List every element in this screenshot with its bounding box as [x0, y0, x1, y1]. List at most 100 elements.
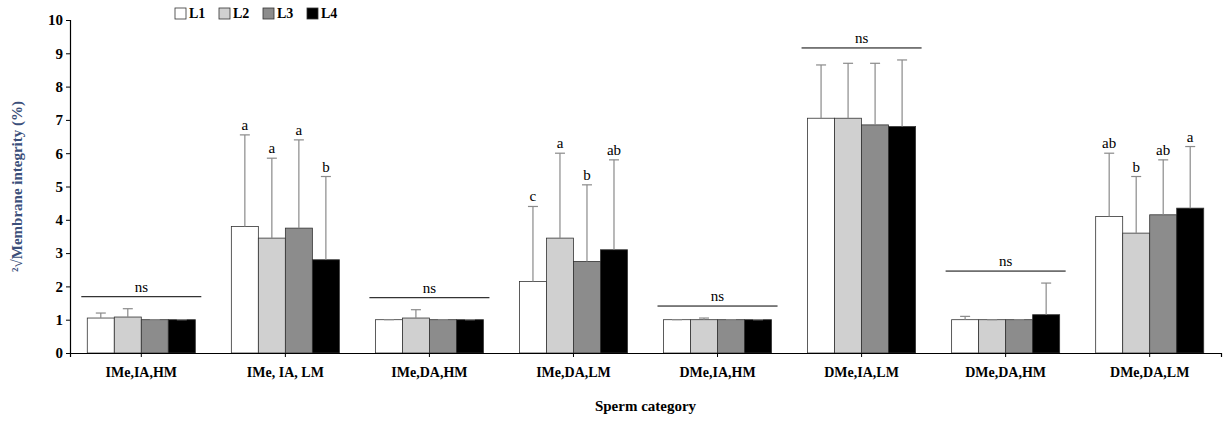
tick-label: 6	[56, 146, 64, 162]
error-line	[325, 177, 326, 260]
tick-label: 2	[56, 279, 64, 295]
tick: 2	[56, 279, 71, 295]
bar	[312, 260, 339, 353]
bar	[141, 320, 168, 353]
tick-label: 5	[56, 179, 64, 195]
error-bar	[150, 319, 160, 320]
error-bar	[96, 313, 106, 318]
significance-letter: ab	[607, 142, 621, 158]
error-line	[820, 65, 821, 118]
error-cap	[96, 312, 106, 313]
legend-item: L3	[263, 6, 293, 21]
error-cap	[528, 206, 538, 207]
ns-line	[81, 296, 201, 297]
tick-label: 9	[56, 46, 64, 62]
error-bar	[555, 153, 565, 238]
bar	[546, 238, 573, 353]
bar	[835, 118, 862, 353]
error-line	[1136, 177, 1137, 234]
error-line	[127, 309, 128, 317]
tick-mark	[66, 320, 70, 321]
legend-swatch	[219, 8, 230, 19]
error-bar	[438, 319, 448, 320]
tick: 3	[56, 245, 71, 261]
error-bar	[987, 319, 997, 320]
error-line	[1109, 153, 1110, 216]
tick-mark	[66, 353, 70, 354]
x-axis-title: Sperm category	[595, 398, 697, 414]
bar	[745, 320, 772, 353]
error-cap	[987, 319, 997, 320]
error-cap	[321, 176, 331, 177]
series	[141, 63, 1176, 353]
error-bar	[177, 319, 187, 320]
bar	[573, 261, 600, 353]
error-cap	[1041, 282, 1051, 283]
axis-line	[71, 354, 1222, 358]
error-line	[901, 60, 902, 127]
error-cap	[960, 316, 970, 317]
bar	[114, 317, 141, 353]
tick: 5	[56, 179, 71, 195]
error-cap	[438, 319, 448, 320]
error-line	[1163, 160, 1164, 215]
legend-label: L2	[233, 6, 249, 21]
bar	[808, 118, 835, 353]
error-bar	[1185, 147, 1195, 209]
error-bar	[1014, 319, 1024, 320]
bar	[1150, 215, 1177, 353]
significance-letter: a	[557, 135, 564, 151]
bar	[862, 125, 889, 353]
series	[168, 60, 1203, 353]
legend-label: L4	[321, 6, 337, 21]
tick-label: IMe,DA,HM	[391, 365, 467, 380]
error-cap	[150, 319, 160, 320]
error-cap	[123, 308, 133, 309]
y-axis: 012345678910	[48, 12, 71, 361]
error-bar	[726, 319, 736, 320]
series	[114, 63, 1149, 353]
error-cap	[1131, 176, 1141, 177]
bar	[456, 320, 483, 353]
error-bar	[384, 319, 394, 320]
ns-label: ns	[855, 30, 869, 46]
tick-mark	[66, 286, 70, 287]
tick-label: 0	[56, 345, 64, 361]
bar	[375, 320, 402, 353]
error-line	[613, 160, 614, 250]
legend-swatch	[263, 8, 274, 19]
tick-mark	[66, 120, 70, 121]
error-bar	[870, 63, 880, 125]
error-cap	[726, 319, 736, 320]
error-line	[1190, 147, 1191, 209]
tick-label: 3	[56, 245, 64, 261]
error-bar	[1131, 177, 1141, 234]
tick: DMe,IA,HM	[679, 353, 755, 380]
error-cap	[294, 139, 304, 140]
tick-mark	[66, 153, 70, 154]
bar	[600, 250, 627, 353]
error-line	[298, 140, 299, 228]
error-bar	[699, 318, 709, 320]
tick-mark	[66, 87, 70, 88]
bar	[1006, 320, 1033, 353]
error-bar	[465, 319, 475, 320]
tick: 4	[56, 212, 71, 228]
tick: DMe,IA,LM	[824, 353, 899, 380]
error-cap	[177, 319, 187, 320]
error-cap	[753, 319, 763, 320]
tick: 7	[56, 112, 71, 128]
error-bar	[1041, 283, 1051, 315]
error-line	[532, 206, 533, 281]
error-bar	[1158, 160, 1168, 215]
error-cap	[843, 63, 853, 64]
legend-swatch	[307, 8, 318, 19]
error-line	[847, 63, 848, 118]
error-line	[100, 313, 101, 318]
error-cap	[897, 59, 907, 60]
error-bar	[1104, 153, 1114, 216]
bar	[519, 281, 546, 353]
legend-label: L1	[189, 6, 205, 21]
series	[87, 65, 1122, 353]
error-line	[586, 185, 587, 262]
